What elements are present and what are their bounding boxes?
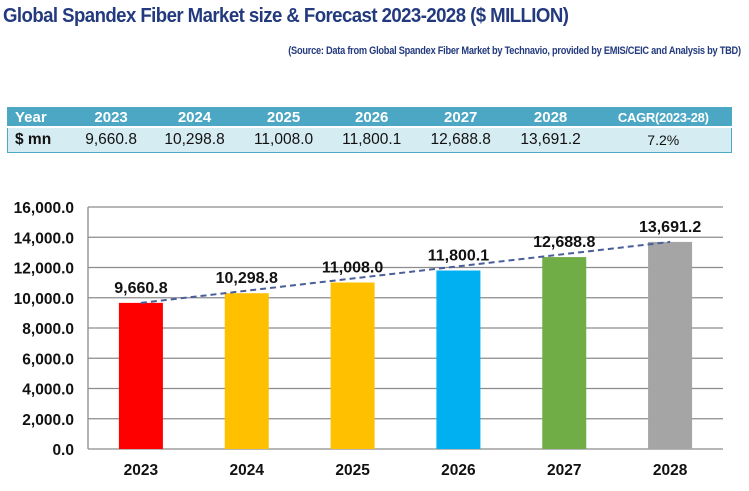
bar <box>648 241 693 449</box>
data-label: 9,660.8 <box>114 280 167 297</box>
value-cell: 12,688.8 <box>415 126 506 153</box>
gridlines <box>88 206 723 450</box>
y-tick-label: 8,000.0 <box>22 321 74 338</box>
header-cell-year: Year <box>7 107 73 127</box>
summary-table: Year 2023 2024 2025 2026 2027 2028 CAGR(… <box>7 107 732 153</box>
bar <box>436 270 481 449</box>
y-tick-label: 16,000.0 <box>14 200 74 217</box>
trendline <box>140 240 671 304</box>
value-cell: 13,691.2 <box>505 126 596 153</box>
y-tick-label: 10,000.0 <box>14 291 74 308</box>
y-tick-label: 0.0 <box>52 442 74 459</box>
y-tick-label: 6,000.0 <box>22 351 74 368</box>
table-row: $ mn 9,660.8 10,298.8 11,008.0 11,800.1 … <box>7 126 732 153</box>
page-title: Global Spandex Fiber Market size & Forec… <box>3 5 569 27</box>
data-label: 11,800.1 <box>428 248 490 265</box>
x-tick-label: 2028 <box>653 462 688 479</box>
y-tick-label: 2,000.0 <box>22 412 74 429</box>
bar-chart: 0.0 2,000.0 4,000.0 6,000.0 8,000.0 10,000.0 1… <box>14 200 723 479</box>
y-axis: 0.0 2,000.0 4,000.0 6,000.0 8,000.0 10,000.0 1… <box>14 200 89 459</box>
y-tick-label: 12,000.0 <box>14 261 74 278</box>
value-cell: 11,800.1 <box>327 126 416 153</box>
row-label: $ mn <box>7 126 73 153</box>
y-tick-label: 4,000.0 <box>22 382 74 399</box>
trendline-group <box>140 240 671 304</box>
table-header-row: Year 2023 2024 2025 2026 2027 2028 CAGR(… <box>7 107 732 127</box>
data-label: 11,008.0 <box>322 260 384 277</box>
bar <box>330 282 375 449</box>
x-tick-label: 2026 <box>441 462 476 479</box>
source-note: (Source: Data from Global Spandex Fiber … <box>288 45 741 57</box>
data-label: 10,298.8 <box>216 270 278 287</box>
bar <box>118 302 163 449</box>
x-tick-label: 2024 <box>230 462 265 479</box>
header-cell: 2023 <box>72 107 150 127</box>
header-cell: 2028 <box>505 107 596 127</box>
value-cell: 10,298.8 <box>149 126 240 153</box>
header-cell: 2026 <box>327 107 416 127</box>
bar <box>542 257 587 449</box>
value-cell: 9,660.8 <box>72 126 150 153</box>
header-cell-cagr: CAGR(2023-28) <box>595 107 732 127</box>
x-tick-label: 2023 <box>124 462 159 479</box>
header-cell: 2027 <box>415 107 506 127</box>
value-cell: 11,008.0 <box>239 126 328 153</box>
bars <box>118 241 693 449</box>
cagr-cell: 7.2% <box>595 126 732 153</box>
bar <box>224 293 269 449</box>
header-cell: 2025 <box>239 107 328 127</box>
y-tick-label: 14,000.0 <box>14 230 74 247</box>
data-label: 12,688.8 <box>533 234 595 251</box>
data-labels: 9,660.8 10,298.8 11,008.0 11,800.1 12,688.8 1… <box>114 219 701 297</box>
x-tick-label: 2025 <box>335 462 370 479</box>
x-tick-label: 2027 <box>547 462 581 479</box>
x-axis: 2023 2024 2025 2026 2027 2028 <box>124 462 688 479</box>
data-label: 13,691.2 <box>639 219 701 236</box>
header-cell: 2024 <box>149 107 240 127</box>
